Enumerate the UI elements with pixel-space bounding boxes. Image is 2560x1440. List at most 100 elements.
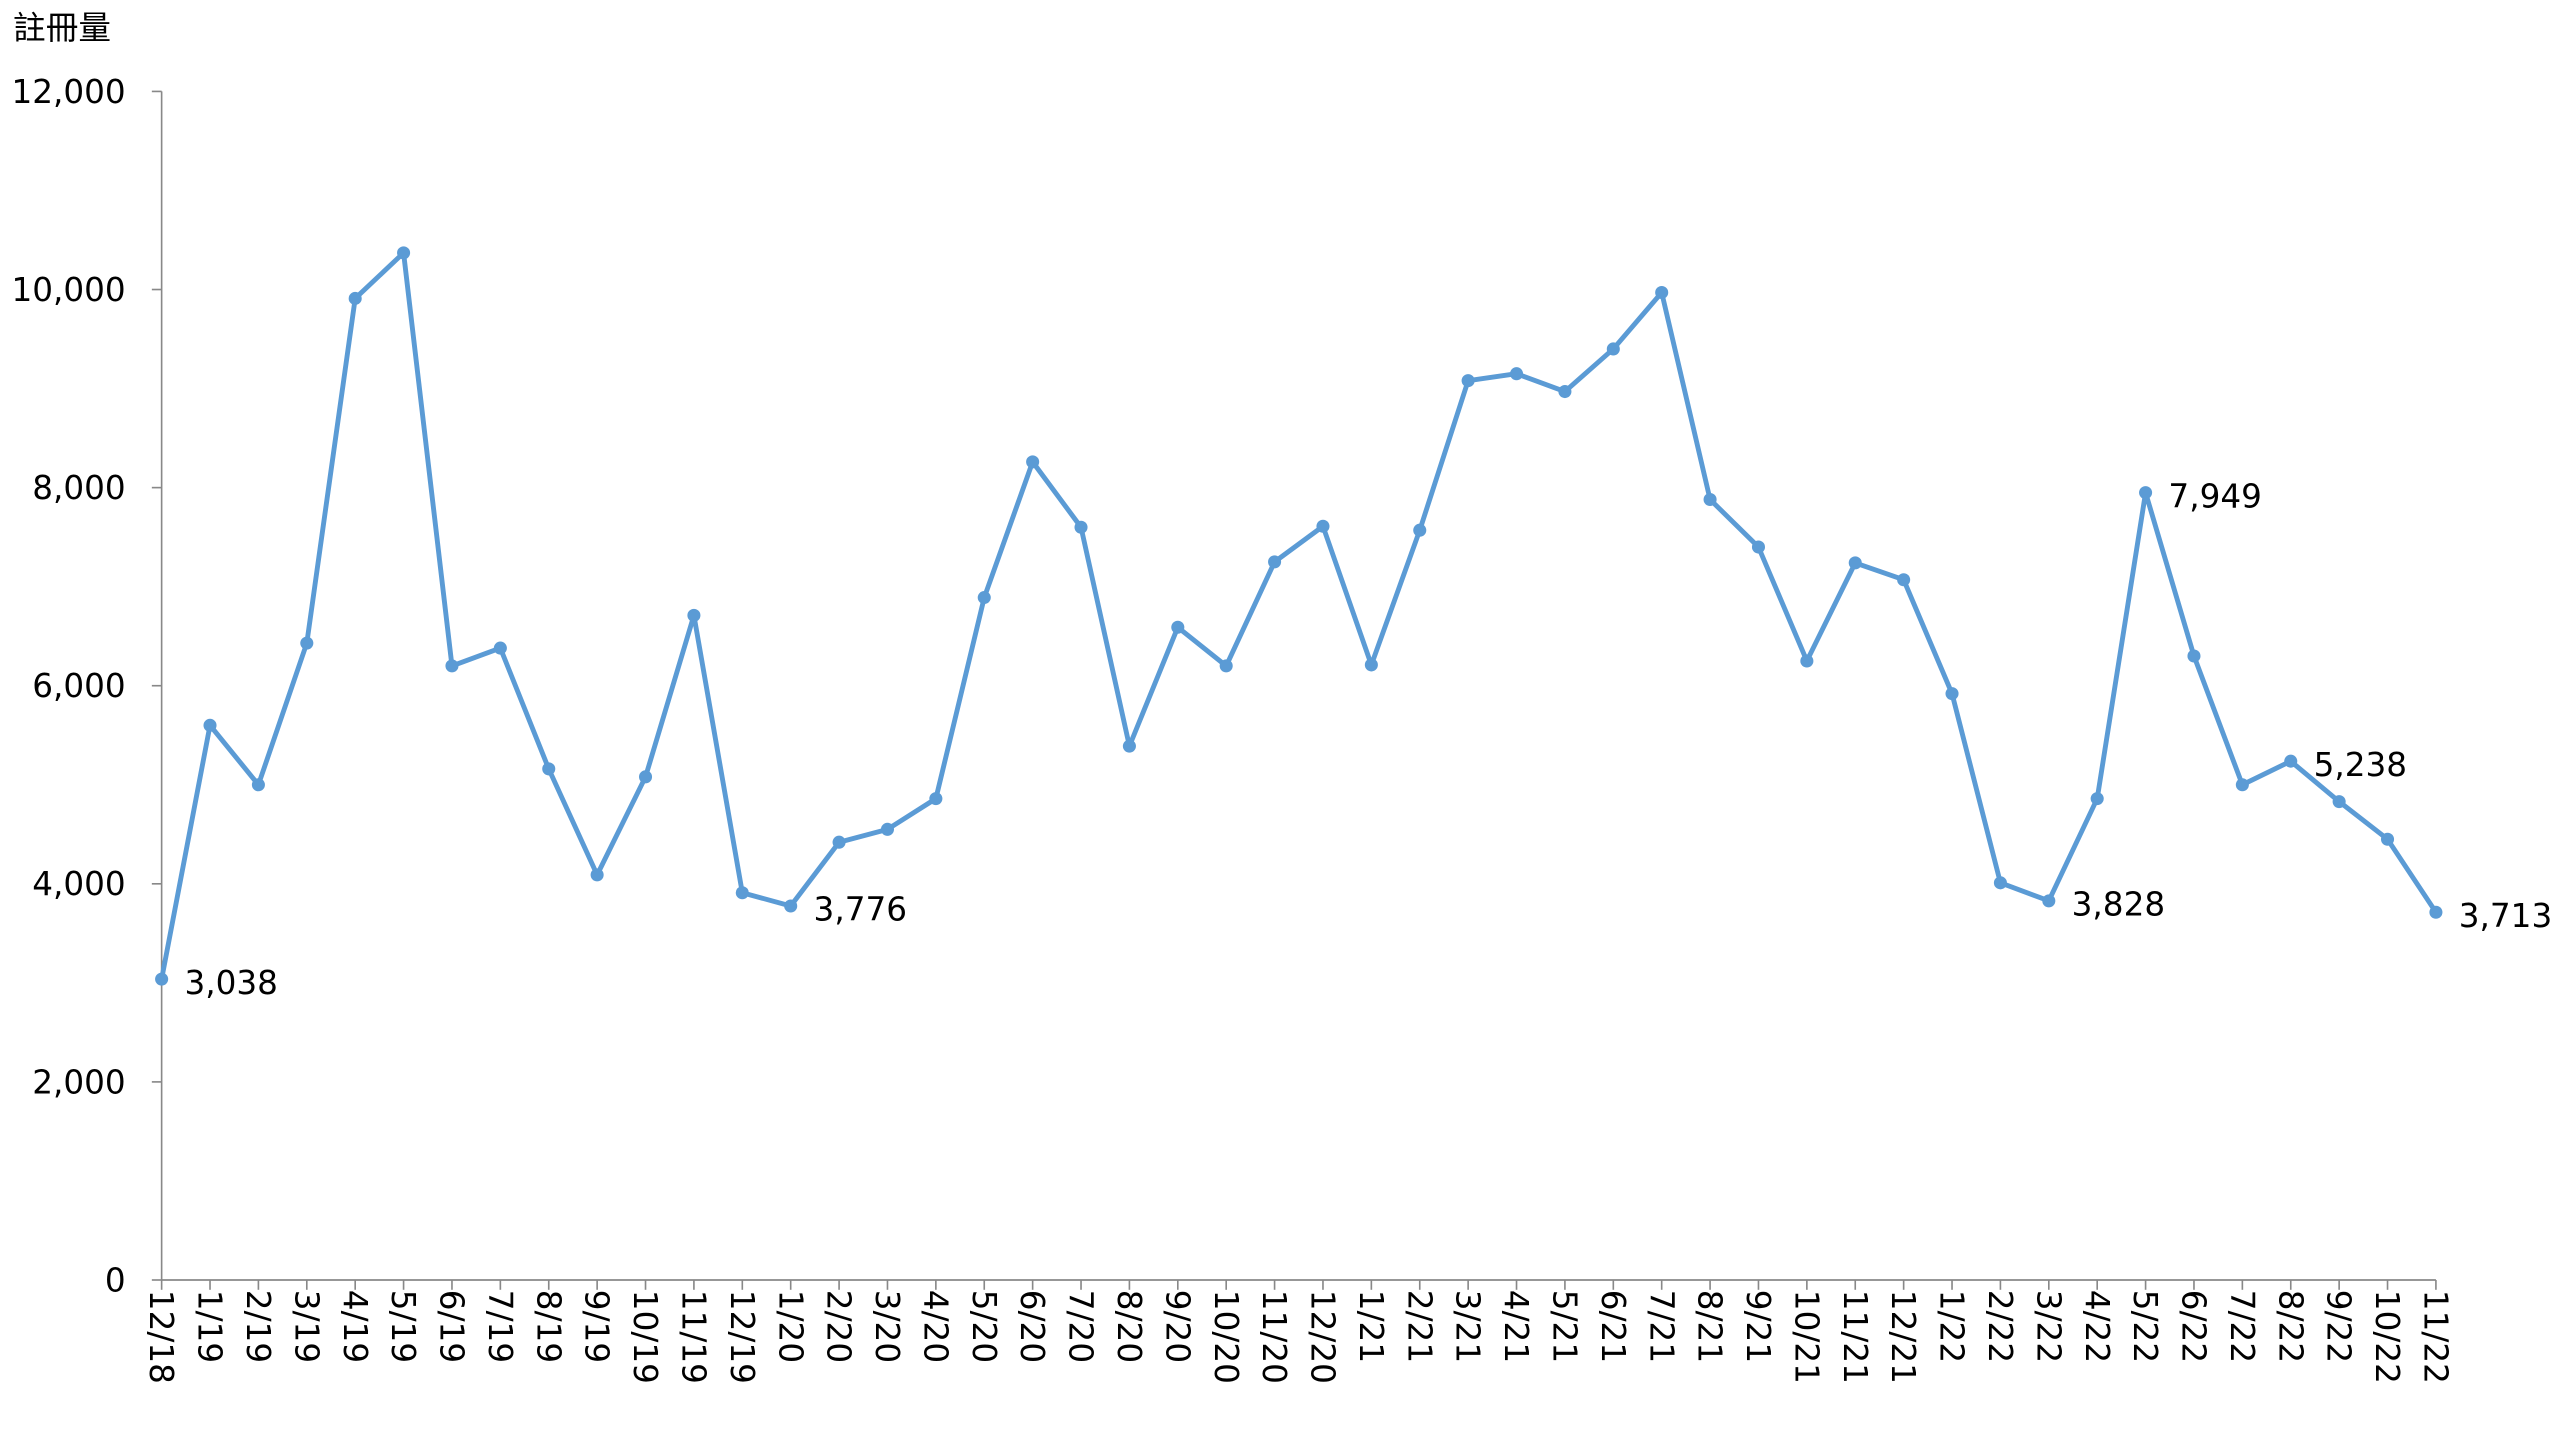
point <box>2332 795 2346 809</box>
y-tick-label: 12,000 <box>11 73 125 111</box>
data-label: 3,038 <box>184 964 277 1002</box>
point <box>1074 520 1088 534</box>
x-tick-label: 1/22 <box>1933 1290 1971 1363</box>
x-tick-label: 5/19 <box>384 1290 422 1363</box>
x-tick-label: 10/21 <box>1787 1290 1825 1384</box>
point <box>1655 285 1669 300</box>
x-tick-label: 1/20 <box>771 1290 809 1363</box>
line <box>159 250 2438 980</box>
x-tick-label: 10/22 <box>2368 1290 2406 1384</box>
y-tick-label: 10,000 <box>11 271 125 309</box>
point <box>397 246 411 260</box>
x-tick-label: 2/21 <box>1400 1290 1438 1363</box>
point <box>784 899 798 913</box>
point <box>735 886 749 900</box>
point <box>493 641 507 655</box>
point <box>2284 754 2298 768</box>
point <box>1800 654 1814 668</box>
point <box>590 868 604 882</box>
x-tick-label: 7/22 <box>2223 1290 2261 1363</box>
point <box>2139 486 2153 500</box>
x-tick-label: 11/19 <box>674 1290 712 1384</box>
point <box>1364 658 1378 672</box>
x-tick-label: 6/20 <box>1013 1290 1051 1363</box>
y-tick-label: 4,000 <box>32 865 125 903</box>
x-tick-label: 11/20 <box>1255 1290 1293 1384</box>
x-tick-label: 10/20 <box>1207 1290 1245 1384</box>
x-tick-label: 9/22 <box>2320 1290 2358 1363</box>
point <box>1122 739 1136 753</box>
x-tick-label: 5/22 <box>2126 1290 2164 1363</box>
point <box>1897 573 1911 587</box>
point <box>203 718 217 732</box>
x-tick-label: 3/19 <box>287 1290 325 1363</box>
point <box>1945 687 1959 701</box>
x-tick-label: 9/19 <box>578 1290 616 1363</box>
point <box>1703 492 1717 507</box>
data-label: 5,238 <box>2314 746 2407 784</box>
x-tick-label: 7/21 <box>1642 1290 1680 1363</box>
x-tick-label: 1/19 <box>191 1290 229 1363</box>
x-tick-label: 3/22 <box>2029 1290 2067 1363</box>
x-tick-label: 8/20 <box>1110 1290 1148 1363</box>
y-tick-label: 2,000 <box>32 1063 125 1101</box>
point <box>1171 620 1185 634</box>
point <box>2042 894 2056 908</box>
x-tick-label: 1/21 <box>1352 1290 1390 1363</box>
x-tick-label: 4/20 <box>916 1290 954 1363</box>
x-tick-label: 8/21 <box>1691 1290 1729 1363</box>
y-tick-label: 8,000 <box>32 469 125 507</box>
point <box>542 762 556 776</box>
data-label: 3,713 <box>2459 897 2552 935</box>
point <box>251 778 265 792</box>
x-tick-label: 6/21 <box>1594 1290 1632 1363</box>
y-axis-label: 註冊量 <box>13 9 111 47</box>
x-tick-label: 3/20 <box>868 1290 906 1363</box>
point <box>2090 792 2104 806</box>
x-tick-label: 6/19 <box>433 1290 471 1363</box>
point <box>1316 519 1330 533</box>
data-label: 7,949 <box>2168 477 2261 515</box>
point <box>1848 556 1862 570</box>
x-tick-label: 4/22 <box>2078 1290 2116 1363</box>
point <box>1751 540 1766 554</box>
point <box>2187 649 2201 663</box>
y-tick-label: 6,000 <box>32 667 125 705</box>
point <box>977 591 991 605</box>
point <box>1268 555 1282 569</box>
point <box>155 972 169 986</box>
point <box>445 659 459 673</box>
point <box>1558 385 1572 399</box>
point <box>348 291 362 305</box>
point <box>1026 455 1040 469</box>
x-tick-label: 9/20 <box>1158 1290 1196 1363</box>
point <box>2380 832 2395 846</box>
point <box>1461 374 1475 388</box>
data-label: 3,776 <box>814 891 907 929</box>
point <box>929 792 943 806</box>
point <box>2429 905 2443 919</box>
x-tick-label: 4/21 <box>1497 1290 1535 1363</box>
x-tick-label: 10/19 <box>626 1290 664 1384</box>
point <box>1509 367 1524 381</box>
x-tick-label: 4/19 <box>336 1290 374 1363</box>
x-tick-label: 8/19 <box>529 1290 567 1363</box>
point <box>1993 876 2007 890</box>
y-tick-label: 0 <box>105 1261 126 1299</box>
x-tick-label: 7/20 <box>1062 1290 1100 1363</box>
x-tick-label: 12/18 <box>142 1290 180 1384</box>
point <box>832 835 846 849</box>
x-tick-label: 11/21 <box>1836 1290 1874 1384</box>
point <box>687 608 701 622</box>
x-tick-label: 2/19 <box>239 1290 277 1363</box>
x-tick-label: 5/21 <box>1545 1290 1583 1363</box>
point <box>638 770 653 784</box>
x-tick-label: 7/19 <box>481 1290 519 1363</box>
data-label: 3,828 <box>2072 886 2165 924</box>
x-tick-label: 5/20 <box>965 1290 1003 1363</box>
x-tick-label: 2/20 <box>820 1290 858 1363</box>
point <box>1219 659 1233 673</box>
x-tick-label: 12/21 <box>1884 1290 1922 1384</box>
